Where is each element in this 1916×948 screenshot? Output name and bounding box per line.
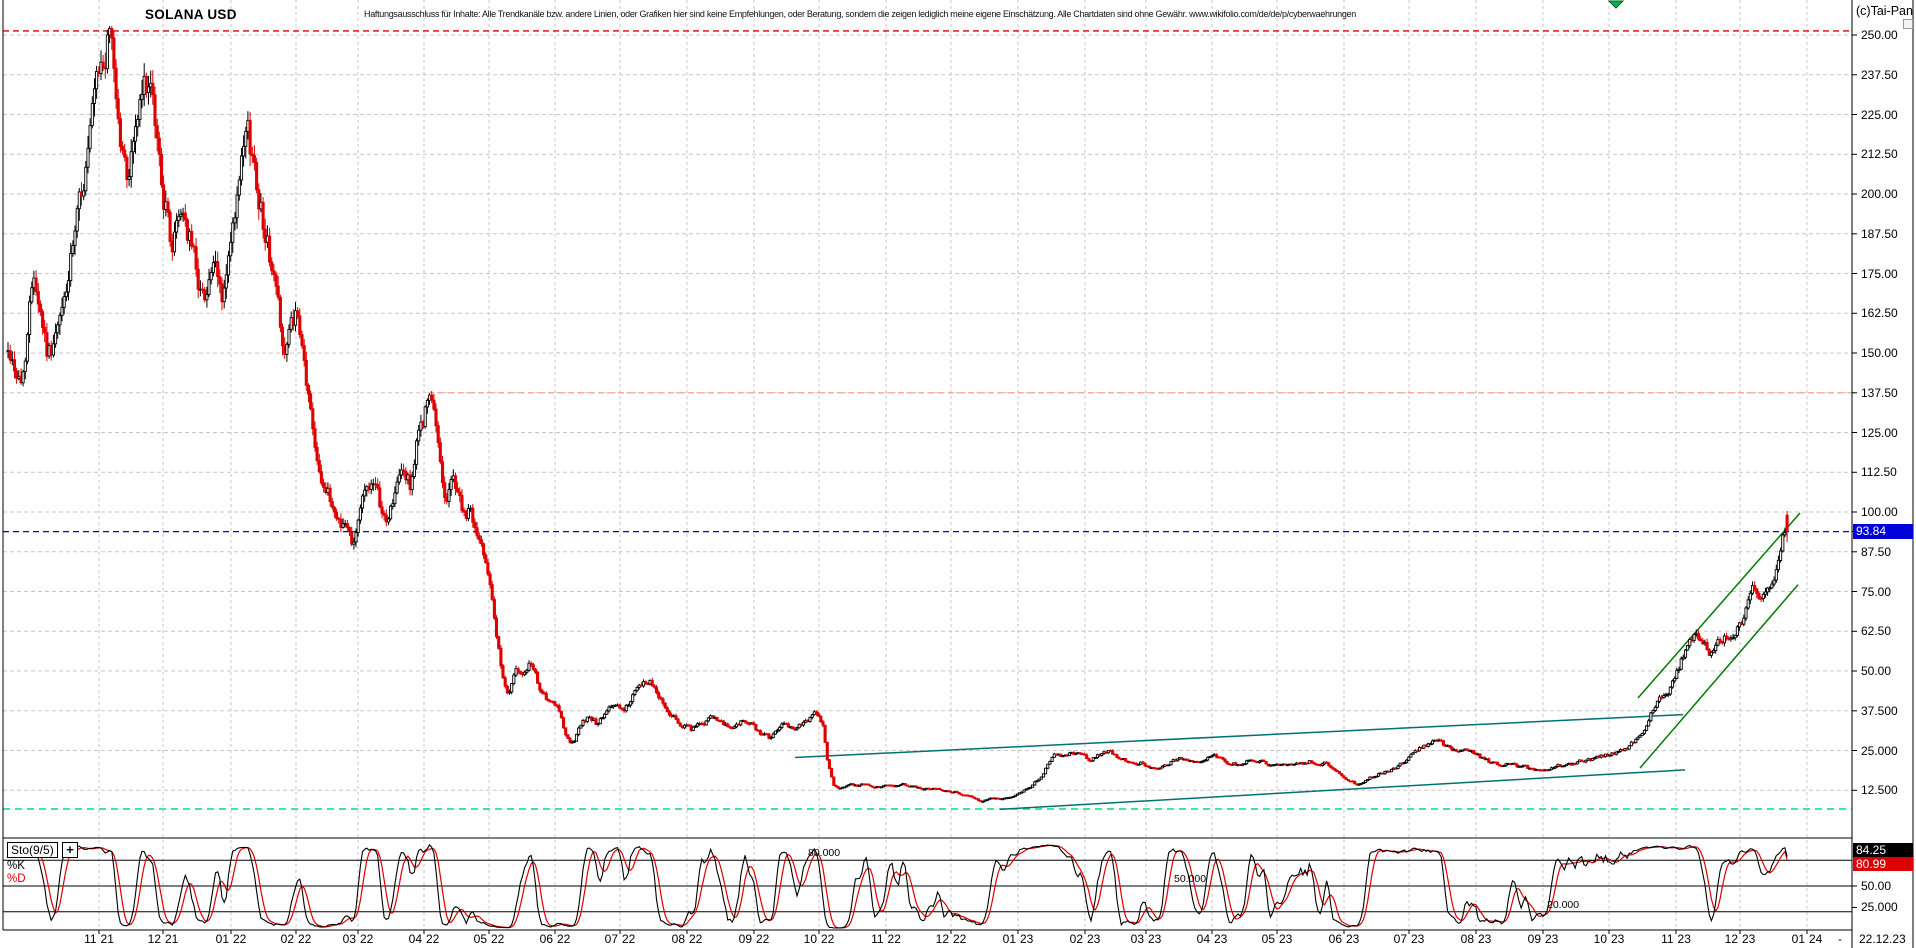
month-label: 02 22 <box>280 932 312 946</box>
long-accumulation-channel <box>794 713 1684 759</box>
month-label: 09 23 <box>1527 932 1559 946</box>
month-label: 01 22 <box>215 932 247 946</box>
month-label: 11 21 <box>84 932 114 946</box>
month-label: 04 23 <box>1196 932 1228 946</box>
month-label: 10 22 <box>803 932 835 946</box>
price-axis-label: 187.50 <box>1861 227 1898 241</box>
month-label: 02 23 <box>1069 932 1101 946</box>
stochastic-level-label: 20.000 <box>1547 899 1580 911</box>
price-axis-label: 100.00 <box>1861 505 1898 519</box>
month-label: 12 21 <box>147 932 179 946</box>
add-indicator-button[interactable]: + <box>62 842 78 858</box>
stochastic-indicator-button[interactable]: Sto(9/5) <box>7 842 58 858</box>
month-label: 07 22 <box>604 932 636 946</box>
price-axis-label: 162.50 <box>1861 306 1898 320</box>
stochastic-series <box>35 843 1788 929</box>
month-label: 07 23 <box>1393 932 1425 946</box>
price-axis-label: 200.00 <box>1861 187 1898 201</box>
month-label: 06 22 <box>539 932 571 946</box>
price-axis-label: 75.00 <box>1861 585 1892 599</box>
month-label: 06 23 <box>1328 932 1360 946</box>
month-label: 12 23 <box>1724 932 1756 946</box>
month-label: 05 22 <box>473 932 505 946</box>
current-price-badge: 93.84 <box>1853 524 1913 539</box>
price-axis-label: 50.00 <box>1861 664 1892 678</box>
month-label: 05 23 <box>1261 932 1293 946</box>
price-axis-label: 237.50 <box>1861 68 1898 82</box>
stochastic-level-label: 50.000 <box>1174 873 1207 885</box>
price-axis-label: 12.500 <box>1861 783 1898 797</box>
price-axis-label: 150.00 <box>1861 346 1898 360</box>
stochastic-d-line <box>35 844 1788 929</box>
disclaimer-text: Haftungsausschluss für Inhalte: Alle Tre… <box>364 9 1356 19</box>
copyright-label: (c)Tai-Pan <box>1856 4 1913 18</box>
stochastic-k-badge: 84.25 <box>1853 843 1913 857</box>
price-axis-label: 37.500 <box>1861 704 1898 718</box>
stochastic-axis-label: 50.00 <box>1861 879 1892 893</box>
price-axis-label: 212.50 <box>1861 147 1898 161</box>
stochastic-k-label: %K <box>7 860 25 872</box>
month-label: 01 24 <box>1791 932 1823 946</box>
top-position-marker[interactable] <box>1607 0 1625 9</box>
candlestick-series <box>6 26 1789 803</box>
month-label: 08 22 <box>671 932 703 946</box>
price-axis-label: 25.000 <box>1861 744 1898 758</box>
month-label: 03 23 <box>1130 932 1162 946</box>
month-label: 10 23 <box>1593 932 1625 946</box>
month-label: 04 22 <box>408 932 440 946</box>
month-label: 01 23 <box>1002 932 1034 946</box>
stochastic-level-label: 80.000 <box>808 847 841 859</box>
month-label: 09 22 <box>738 932 770 946</box>
price-axis-label: 225.00 <box>1861 108 1898 122</box>
month-label: 12 22 <box>935 932 967 946</box>
stochastic-d-badge: 80.99 <box>1853 857 1913 871</box>
price-axis-label: 87.50 <box>1861 545 1892 559</box>
price-axis-label: 62.50 <box>1861 624 1892 638</box>
month-label: 11 22 <box>871 932 901 946</box>
stochastic-axis-label: 25.000 <box>1861 900 1898 914</box>
chart-title: SOLANA USD <box>145 7 237 22</box>
steep-rally-channel <box>1637 512 1801 699</box>
price-axis-label: 250.00 <box>1861 28 1898 42</box>
price-axis-label: 112.50 <box>1861 465 1897 479</box>
price-axis-label: 125.00 <box>1861 426 1898 440</box>
last-date-label: 22.12.23 <box>1859 932 1906 946</box>
axis-end-dash: - <box>1838 932 1842 946</box>
month-label: 03 22 <box>342 932 374 946</box>
price-axis-label: 175.00 <box>1861 267 1898 281</box>
price-axis-label: 137.50 <box>1861 386 1898 400</box>
long-accumulation-channel <box>999 769 1686 811</box>
stochastic-d-label: %D <box>7 873 26 885</box>
month-label: 11 23 <box>1661 932 1691 946</box>
collapse-box-icon[interactable] <box>1903 19 1913 29</box>
steep-rally-channel <box>1639 584 1799 769</box>
stochastic-k-line <box>35 843 1788 929</box>
month-label: 08 23 <box>1460 932 1492 946</box>
